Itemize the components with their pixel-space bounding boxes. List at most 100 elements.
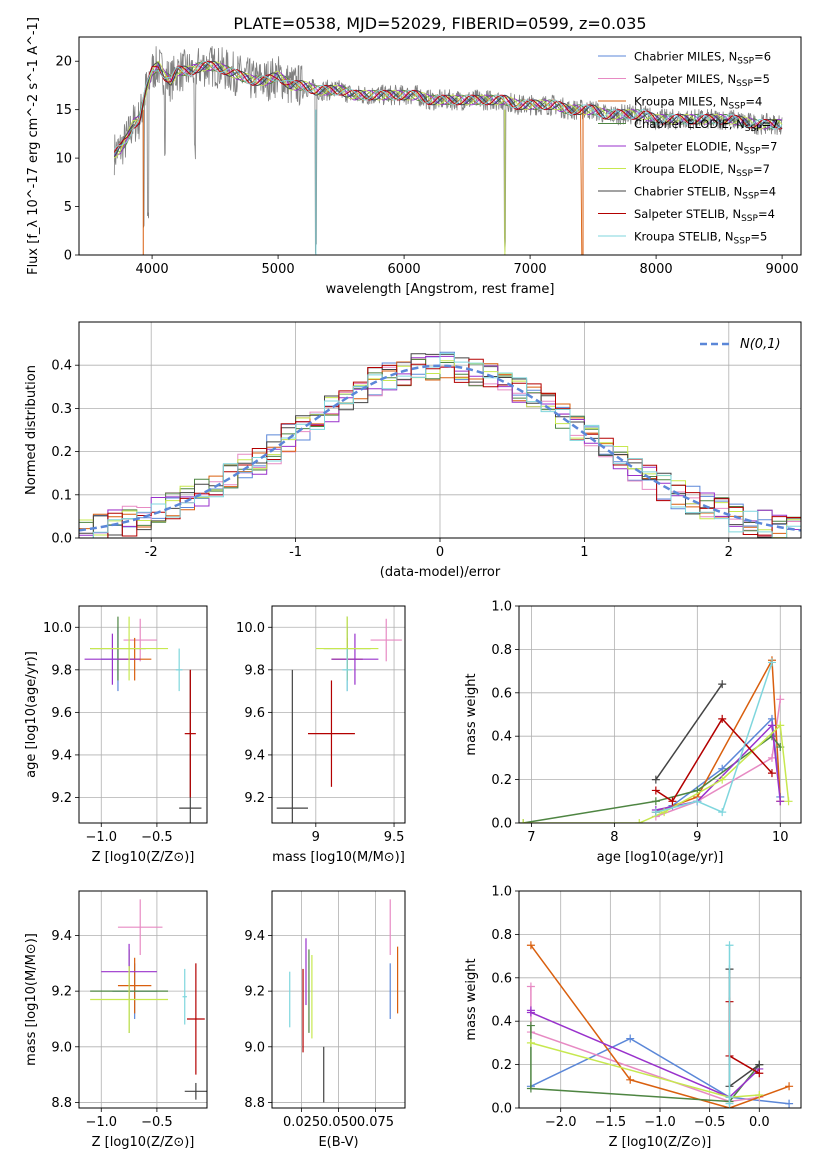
plot-area-spectrum — [113, 46, 783, 255]
x-tick-label: 9 — [312, 830, 320, 845]
legend-nssp: =7 — [762, 117, 779, 131]
y-tick-label: 9.0 — [244, 1040, 265, 1055]
spectrum-model-kroupa_miles — [114, 60, 783, 255]
y-tick-label: 9.8 — [51, 663, 72, 678]
weight-marker-salpeter_stelib — [767, 769, 776, 778]
weight-marker-kroupa_elodie — [526, 1038, 535, 1047]
axes-weight_vs_age: 7 8 9 10 0.0 0.2 0.4 0.6 0.8 1.0 age [log10(age/yr… — [464, 600, 802, 865]
legend-label-chabrier_stelib: Chabrier STELIB, NSSP=4 — [634, 185, 776, 202]
weight-marker-kroupa_elodie — [635, 819, 644, 823]
x-tick-label: 1 — [580, 545, 588, 560]
residual-hist-salpeter_stelib — [107, 358, 801, 538]
x-tick-label: 0.050 — [320, 1115, 357, 1130]
weight-marker-kroupa_elodie — [718, 775, 727, 784]
weight-marker-kroupa_stelib — [718, 808, 727, 817]
plot-area-residuals — [79, 322, 801, 538]
weight-line-chabrier_stelib — [728, 969, 760, 1088]
y-tick-label: 0.0 — [51, 532, 72, 547]
axes-mass_vs_ebv: 0.025 0.050 0.075 8.8 9.0 9.2 9.4 E(B-V) — [244, 890, 406, 1150]
weight-marker-salpeter_elodie — [526, 1008, 535, 1017]
weight-marker-chabrier_elodie — [651, 797, 660, 806]
weight-line-kroupa_stelib — [655, 662, 773, 814]
x-tick-label: 7000 — [514, 262, 547, 277]
weight-marker-kroupa_miles — [526, 941, 535, 950]
x-tick-label: 0 — [436, 545, 444, 560]
axes-frame — [78, 321, 802, 539]
y-tick-label: 0 — [64, 249, 72, 264]
weight-line-salpeter_stelib — [728, 1001, 760, 1074]
y-tick-label: 0.8 — [491, 928, 512, 943]
legend-label-salpeter_elodie: Salpeter ELODIE, NSSP=7 — [634, 140, 777, 157]
plot-area-weight_vs_Z — [519, 891, 801, 1108]
legend-label-salpeter_miles: Salpeter MILES, NSSP=5 — [634, 72, 770, 89]
legend-subscript: SSP — [741, 214, 758, 224]
y-tick-label: 9.0 — [51, 1040, 72, 1055]
legend-nssp: =6 — [754, 50, 771, 64]
weight-line-chabrier_stelib — [655, 683, 723, 781]
axes-weight_vs_Z: −2.0 −1.5 −1.0 −0.5 0.0 0.0 0.2 0.4 0.6 0.8 1.0 Z [… — [464, 885, 802, 1150]
legend-subscript: SSP — [737, 57, 754, 67]
axes-frame — [78, 605, 208, 824]
y-tick-label: 0.6 — [491, 686, 512, 701]
y-tick-label: 1.0 — [491, 600, 512, 615]
axes-age_vs_Z: −1.0 −0.5 9.2 9.4 9.6 9.8 10.0 Z [log10(Z/Z⊙)] a… — [24, 605, 208, 865]
legend-subscript: SSP — [736, 79, 753, 89]
weight-marker-salpeter_stelib — [755, 1069, 764, 1078]
x-axis-label: Z [log10(Z/Z⊙)] — [609, 1135, 712, 1150]
x-tick-label: -1 — [289, 545, 302, 560]
x-tick-label: −1.0 — [85, 830, 117, 845]
legend-nssp: =5 — [750, 230, 767, 244]
y-tick-label: 9.2 — [51, 791, 72, 806]
axes-residuals: -2 -1 0 1 2 0.0 0.1 0.2 0.3 0.4 (data-model)/error… — [24, 321, 802, 580]
weight-marker-chabrier_miles — [718, 764, 727, 773]
weight-marker-kroupa_miles — [626, 1075, 635, 1084]
x-tick-label: −0.5 — [141, 1115, 173, 1130]
x-tick-label: 6000 — [388, 262, 421, 277]
x-tick-label: 8000 — [640, 262, 673, 277]
legend-subscript: SSP — [742, 192, 759, 202]
weight-marker-kroupa_elodie — [755, 1090, 764, 1099]
weight-marker-chabrier_stelib — [755, 1060, 764, 1069]
x-axis-label: Z [log10(Z/Z⊙)] — [92, 850, 195, 865]
y-tick-label: 0.8 — [491, 643, 512, 658]
legend: Chabrier MILES, NSSP=6 Salpeter MILES, NS… — [598, 50, 779, 247]
x-tick-label: 9.5 — [384, 830, 405, 845]
weight-line-salpeter_stelib — [655, 717, 773, 803]
x-axis-label: mass [log10(M/M⊙)] — [272, 850, 405, 865]
x-axis-label: Z [log10(Z/Z⊙)] — [92, 1135, 195, 1150]
y-tick-label: 20 — [55, 55, 72, 70]
legend-subscript: SSP — [745, 124, 762, 134]
y-tick-label: 1.0 — [491, 885, 512, 900]
y-tick-label: 9.4 — [244, 748, 265, 763]
axes-spectrum: 4000 5000 6000 7000 8000 9000 0 5 10 15 20 waveleng… — [26, 17, 802, 297]
weight-marker-kroupa_miles — [785, 1082, 794, 1091]
x-tick-label: 0.0 — [749, 1115, 770, 1130]
weight-marker-salpeter_stelib — [718, 714, 727, 723]
legend-nssp: =4 — [745, 95, 762, 109]
x-tick-label: −2.0 — [545, 1115, 577, 1130]
y-tick-label: 0.3 — [51, 402, 72, 417]
y-tick-label: 9.6 — [51, 706, 72, 721]
y-axis-label: age [log10(age/yr)] — [24, 651, 39, 778]
legend-nssp: =7 — [753, 162, 770, 176]
weight-marker-chabrier_elodie — [526, 1021, 535, 1030]
axes-frame — [271, 605, 406, 824]
y-tick-label: 9.2 — [51, 985, 72, 1000]
weight-marker-kroupa_elodie — [519, 819, 528, 823]
y-tick-label: 9.4 — [51, 748, 72, 763]
x-tick-label: 7 — [527, 830, 535, 845]
weight-marker-kroupa_stelib — [725, 1099, 734, 1108]
y-tick-label: 9.6 — [244, 706, 265, 721]
y-tick-label: 9.2 — [244, 985, 265, 1000]
weight-line-kroupa_elodie — [523, 723, 790, 823]
y-axis-label: Normed distribution — [24, 365, 39, 495]
legend-subscript: SSP — [734, 237, 751, 247]
weight-marker-salpeter_miles — [526, 982, 535, 991]
axes-frame — [78, 36, 802, 256]
x-tick-label: 2 — [725, 545, 733, 560]
x-axis-label: wavelength [Angstrom, rest frame] — [326, 282, 555, 297]
figure-title: PLATE=0538, MJD=52029, FIBERID=0599, z=0… — [233, 14, 646, 33]
plot-area-age_vs_Z — [79, 606, 207, 823]
legend-label-chabrier_elodie: Chabrier ELODIE, NSSP=7 — [634, 117, 779, 134]
legend-subscript: SSP — [729, 102, 746, 112]
